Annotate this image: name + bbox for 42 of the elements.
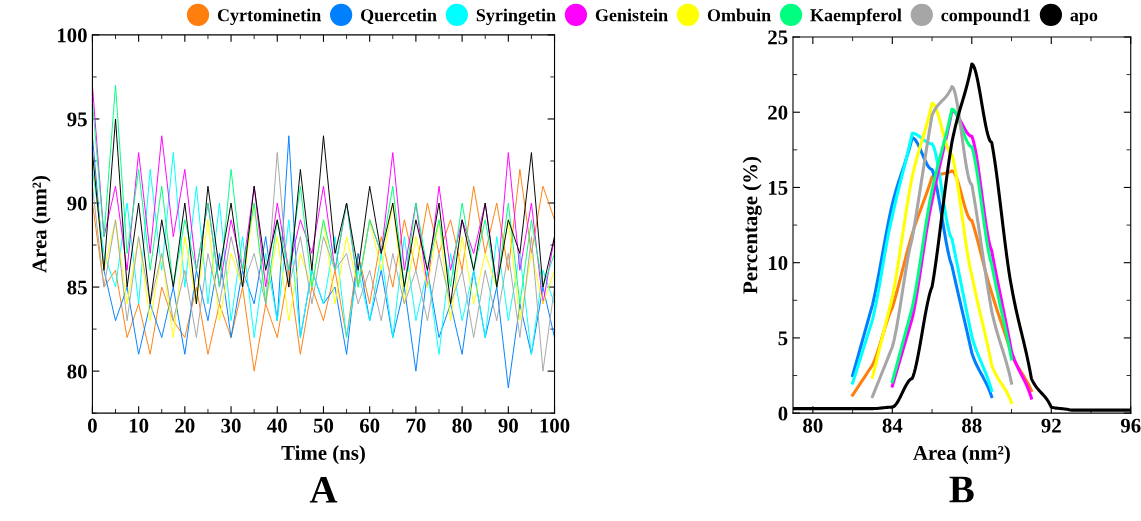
x-tick-label: 50	[313, 418, 334, 433]
legend-label: Kaempferol	[810, 8, 902, 25]
y-tick-label: 80	[67, 364, 87, 379]
x-tick-label: 100	[540, 418, 570, 433]
y-tick-label: 20	[768, 105, 788, 120]
legend-label: Cyrtominetin	[217, 8, 322, 26]
legend-label: compound1	[941, 8, 1031, 25]
y-tick-label: 25	[768, 30, 788, 45]
y-tick-label: 15	[768, 180, 788, 195]
x-axis-title: Time (ns)	[281, 445, 365, 465]
x-tick-label: 88	[962, 418, 982, 433]
x-tick-label: 80	[452, 418, 472, 433]
x-tick-label: 70	[406, 418, 426, 433]
x-tick-label: 92	[1041, 418, 1061, 433]
y-axis-title: Percentage (%)	[742, 157, 762, 294]
line-series	[92, 84, 555, 305]
text: A	[309, 476, 338, 503]
text: B	[949, 476, 974, 503]
x-tick-label: 60	[359, 418, 380, 433]
y-tick-label: 0	[778, 406, 788, 421]
legend-label: Ombuin	[707, 8, 771, 22]
x-tick-label: 30	[221, 418, 241, 433]
x-axis-title: Area (nm²)	[913, 445, 1010, 465]
y-tick-label: 10	[768, 256, 788, 271]
x-tick-label: 10	[129, 418, 149, 433]
y-tick-label: 95	[67, 112, 87, 127]
x-tick-label: 96	[1120, 418, 1141, 433]
x-tick-label: 84	[882, 418, 903, 433]
x-tick-label: 0	[88, 418, 97, 433]
y-tick-label: 100	[57, 28, 87, 43]
x-tick-label: 20	[175, 418, 195, 433]
legend-label: Quercetin	[360, 8, 437, 25]
legend-label: Genistein	[595, 8, 668, 22]
y-tick-label: 90	[67, 196, 87, 211]
x-tick-label: 40	[267, 418, 287, 433]
y-tick-label: 5	[778, 331, 788, 346]
legend-label: apo	[1070, 12, 1098, 25]
y-axis-title: Area (nm²)	[31, 176, 51, 273]
x-tick-label: 80	[803, 418, 823, 433]
legend-label: Syringetin	[476, 8, 556, 26]
y-tick-label: 85	[67, 280, 87, 295]
x-tick-label: 90	[498, 418, 518, 433]
